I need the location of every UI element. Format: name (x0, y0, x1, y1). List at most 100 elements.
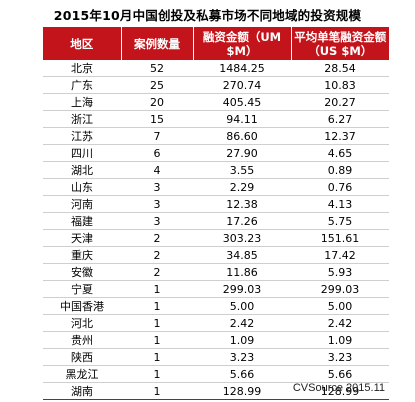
cases-cell: 1 (121, 331, 193, 349)
cases-cell: 20 (121, 93, 193, 111)
table-row: 山东 3 2.29 0.76 (43, 178, 389, 196)
amount-cell: 5.66 (193, 365, 291, 383)
cases-cell: 2 (121, 263, 193, 281)
amount-cell: 2.29 (193, 178, 291, 196)
header-average-label-line1: 平均单笔融资金额 (294, 29, 387, 44)
average-cell: 6.27 (291, 110, 389, 128)
region-cell: 宁夏 (43, 280, 121, 298)
table-row: 湖北 4 3.55 0.89 (43, 161, 389, 179)
cases-cell: 52 (121, 60, 193, 77)
table-row: 河北 1 2.42 2.42 (43, 314, 389, 332)
table-row: 江苏 7 86.60 12.37 (43, 127, 389, 145)
average-cell: 299.03 (291, 280, 389, 298)
header-cases: 案例数量 (121, 27, 194, 60)
table-row: 湖南 1 128.99 128.99 (43, 382, 389, 400)
table-row: 福建 3 17.26 5.75 (43, 212, 389, 230)
region-cell: 安徽 (43, 263, 121, 281)
region-cell: 河北 (43, 314, 121, 332)
cases-cell: 1 (121, 382, 193, 400)
amount-cell: 1.09 (193, 331, 291, 349)
region-cell: 重庆 (43, 246, 121, 264)
average-cell: 17.42 (291, 246, 389, 264)
average-cell: 28.54 (291, 60, 389, 77)
region-cell: 四川 (43, 144, 121, 162)
cases-cell: 2 (121, 229, 193, 247)
average-cell: 5.75 (291, 212, 389, 230)
region-cell: 中国香港 (43, 297, 121, 315)
amount-cell: 128.99 (193, 382, 291, 400)
average-cell: 1.09 (291, 331, 389, 349)
region-cell: 江苏 (43, 127, 121, 145)
average-cell: 20.27 (291, 93, 389, 111)
region-cell: 陕西 (43, 348, 121, 366)
average-cell: 0.76 (291, 178, 389, 196)
region-cell: 黑龙江 (43, 365, 121, 383)
table-row: 天津 2 303.23 151.61 (43, 229, 389, 247)
cases-cell: 25 (121, 76, 193, 94)
table-row: 宁夏 1 299.03 299.03 (43, 280, 389, 298)
average-cell: 151.61 (291, 229, 389, 247)
cases-cell: 3 (121, 195, 193, 213)
header-row: 地区 案例数量 融资金额（UM $M） 平均单笔融资金额 （US $M） (43, 27, 389, 60)
average-cell: 3.23 (291, 348, 389, 366)
table-row: 河南 3 12.38 4.13 (43, 195, 389, 213)
region-cell: 上海 (43, 93, 121, 111)
cases-cell: 1 (121, 348, 193, 366)
cases-cell: 1 (121, 280, 193, 298)
table-row: 陕西 1 3.23 3.23 (43, 348, 389, 366)
region-cell: 山东 (43, 178, 121, 196)
cases-cell: 15 (121, 110, 193, 128)
header-average-label-line2: （US $M） (308, 43, 373, 58)
cases-cell: 1 (121, 365, 193, 383)
header-amount-label-line1: 融资金额（UM (202, 29, 282, 44)
cases-cell: 3 (121, 178, 193, 196)
table-row: 广东 25 270.74 10.83 (43, 76, 389, 94)
table-body: 北京 52 1484.25 28.54 广东 25 270.74 10.83 上海 20 405.4… (43, 60, 389, 400)
average-cell: 5.66 (291, 365, 389, 383)
average-cell: 12.37 (291, 127, 389, 145)
amount-cell: 11.86 (193, 263, 291, 281)
cases-cell: 4 (121, 161, 193, 179)
average-cell: 10.83 (291, 76, 389, 94)
source-note: CVSource 2015.11 (292, 382, 385, 394)
amount-cell: 86.60 (193, 127, 291, 145)
header-amount-label-line2: $M） (226, 43, 258, 58)
table-row: 浙江 15 94.11 6.27 (43, 110, 389, 128)
amount-cell: 2.42 (193, 314, 291, 332)
average-cell: 2.42 (291, 314, 389, 332)
amount-cell: 12.38 (193, 195, 291, 213)
region-cell: 广东 (43, 76, 121, 94)
region-cell: 湖南 (43, 382, 121, 400)
header-region-label: 地区 (70, 36, 94, 51)
amount-cell: 1484.25 (193, 60, 291, 77)
average-cell: 4.65 (291, 144, 389, 162)
table-row: 贵州 1 1.09 1.09 (43, 331, 389, 349)
amount-cell: 27.90 (193, 144, 291, 162)
table-row: 北京 52 1484.25 28.54 (43, 60, 389, 77)
region-cell: 福建 (43, 212, 121, 230)
amount-cell: 270.74 (193, 76, 291, 94)
amount-cell: 17.26 (193, 212, 291, 230)
amount-cell: 34.85 (193, 246, 291, 264)
cases-cell: 1 (121, 314, 193, 332)
amount-cell: 3.23 (193, 348, 291, 366)
amount-cell: 3.55 (193, 161, 291, 179)
average-cell: 4.13 (291, 195, 389, 213)
region-cell: 贵州 (43, 331, 121, 349)
region-cell: 浙江 (43, 110, 121, 128)
region-cell: 河南 (43, 195, 121, 213)
amount-cell: 299.03 (193, 280, 291, 298)
cases-cell: 6 (121, 144, 193, 162)
average-cell: 0.89 (291, 161, 389, 179)
investment-table: 地区 案例数量 融资金额（UM $M） 平均单笔融资金额 （US $M） 北京 5… (43, 27, 389, 400)
table-row: 四川 6 27.90 4.65 (43, 144, 389, 162)
header-region: 地区 (43, 27, 122, 60)
average-cell: 128.99 (291, 382, 389, 400)
amount-cell: 94.11 (193, 110, 291, 128)
table-row: 安徽 2 11.86 5.93 (43, 263, 389, 281)
region-cell: 湖北 (43, 161, 121, 179)
header-average: 平均单笔融资金额 （US $M） (291, 27, 389, 60)
cases-cell: 7 (121, 127, 193, 145)
amount-cell: 303.23 (193, 229, 291, 247)
cases-cell: 1 (121, 297, 193, 315)
